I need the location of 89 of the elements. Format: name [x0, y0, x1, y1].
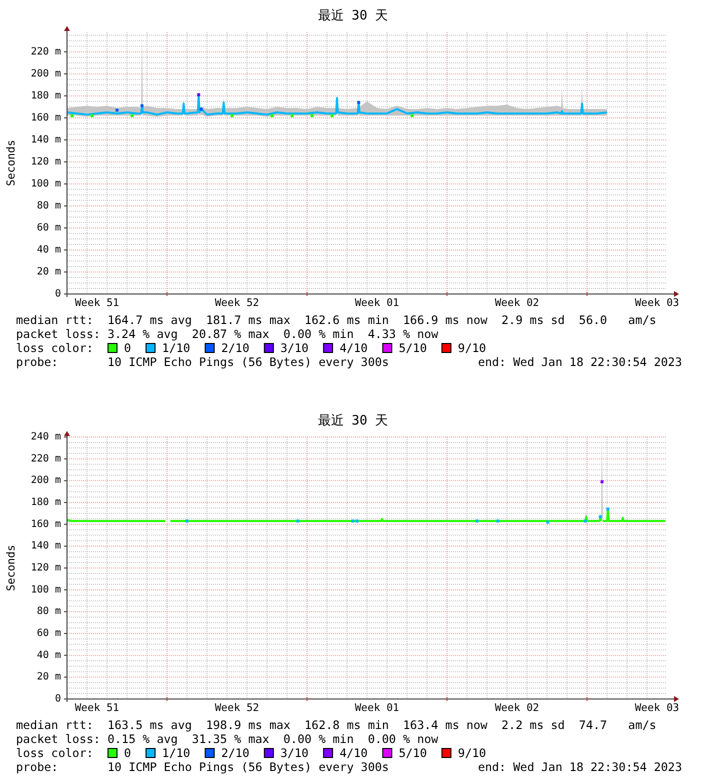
text: median rtt: 164.7 ms avg 181.7 ms max 162.6 ms min 166.9 ms now 2.9 ms sd 56.0 am/s — [16, 313, 656, 327]
point — [230, 114, 234, 118]
legend-label: 5/10 — [398, 746, 427, 760]
x-tick-label: Week 02 — [494, 297, 540, 309]
legend-label: 3/10 — [280, 341, 309, 355]
point — [296, 520, 300, 523]
x-tick-label: Week 03 — [634, 702, 680, 714]
y-axis-title: Seconds — [4, 544, 18, 592]
y-tick-label: 180 m — [30, 90, 61, 102]
text: median rtt: 163.5 ms avg 198.9 ms max 162.8 ms min 163.4 ms now 2.2 ms sd 74.7 am/s — [16, 718, 656, 732]
text: end: Wed Jan 18 22:30:54 2023 — [478, 760, 682, 774]
point — [140, 104, 144, 108]
legend-label: 4/10 — [340, 746, 368, 760]
point — [496, 520, 500, 523]
legend-label: 1/10 — [162, 341, 190, 355]
y-tick-label: 80 m — [36, 606, 61, 618]
x-tick-label: Week 51 — [74, 702, 120, 714]
chart-title: 最近 30 天 — [318, 414, 388, 428]
point — [476, 520, 478, 523]
y-tick-label: 20 m — [36, 672, 61, 683]
legend-label: 4/10 — [340, 341, 368, 355]
y-tick-label: 220 m — [30, 46, 61, 58]
point — [90, 114, 94, 118]
x-tick-label: Week 02 — [494, 702, 540, 714]
point — [598, 515, 602, 518]
legend-label: 2/10 — [221, 341, 250, 355]
text: packet loss: 0.15 % avg 31.35 % max 0.00 % min 0.00 % now — [16, 732, 440, 746]
y-tick-label: 40 m — [36, 244, 61, 256]
y-axis-title: Seconds — [4, 140, 18, 186]
point — [357, 100, 360, 104]
y-tick-label: 100 m — [30, 178, 61, 190]
point — [116, 108, 118, 112]
point — [606, 508, 610, 511]
legend-title: loss color: — [16, 746, 94, 760]
point — [351, 520, 354, 523]
legend-label: 0 — [124, 746, 132, 760]
y-tick-label: 140 m — [30, 134, 61, 146]
legend-label: 9/10 — [458, 341, 486, 355]
y-tick-label: 60 m — [36, 222, 61, 234]
y-tick-label: 200 m — [30, 68, 61, 80]
y-tick-label: 120 m — [30, 562, 61, 574]
legend-label: 0 — [124, 341, 132, 355]
point — [546, 520, 550, 524]
x-tick-label: Week 52 — [214, 297, 260, 309]
point — [70, 114, 74, 118]
text: end: Wed Jan 18 22:30:54 2023 — [478, 355, 682, 369]
y-tick-label: 80 m — [36, 200, 61, 212]
point — [270, 114, 274, 118]
point — [130, 114, 134, 118]
text: probe: 10 ICMP Echo Pings (56 Bytes) every 300s — [16, 760, 389, 774]
y-tick-label: 100 m — [30, 584, 61, 596]
y-tick-label: 200 m — [30, 475, 61, 486]
point — [290, 114, 294, 118]
x-tick-label: Week 52 — [214, 702, 260, 714]
y-tick-label: 160 m — [30, 112, 61, 124]
point — [584, 520, 587, 523]
legend-label: 1/10 — [162, 746, 190, 760]
y-tick-label: 140 m — [30, 540, 61, 552]
point — [356, 520, 358, 523]
legend-label: 5/10 — [398, 341, 427, 355]
point — [186, 520, 188, 523]
y-tick-label: 180 m — [30, 497, 61, 508]
y-tick-label: 0 — [54, 694, 61, 704]
x-tick-label: Week 01 — [354, 297, 400, 309]
point — [330, 114, 334, 118]
chart-title: 最近 30 天 — [318, 8, 388, 24]
point — [200, 108, 203, 111]
legend-label: 2/10 — [221, 746, 250, 760]
x-tick-label: Week 01 — [354, 702, 400, 714]
y-tick-label: 20 m — [36, 266, 61, 278]
point — [310, 114, 314, 118]
y-tick-label: 240 m — [30, 432, 61, 442]
x-tick-label: Week 03 — [634, 297, 680, 309]
y-tick-label: 120 m — [30, 156, 61, 168]
point — [197, 93, 200, 96]
y-tick-label: 160 m — [30, 518, 61, 530]
y-tick-label: 220 m — [30, 453, 61, 464]
y-tick-label: 0 — [54, 288, 61, 300]
line-series — [66, 94, 608, 116]
point — [410, 114, 414, 118]
y-tick-label: 60 m — [36, 628, 61, 639]
y-tick-label: 40 m — [36, 650, 61, 661]
x-tick-label: Week 51 — [74, 297, 120, 309]
legend-title: loss color: — [16, 341, 94, 355]
text: packet loss: 3.24 % avg 20.87 % max 0.00 % min 4.33 % now — [16, 327, 440, 341]
point — [600, 480, 604, 484]
text: probe: 10 ICMP Echo Pings (56 Bytes) every 300s — [16, 355, 389, 369]
legend-label: 3/10 — [280, 746, 309, 760]
legend-label: 9/10 — [458, 746, 486, 760]
